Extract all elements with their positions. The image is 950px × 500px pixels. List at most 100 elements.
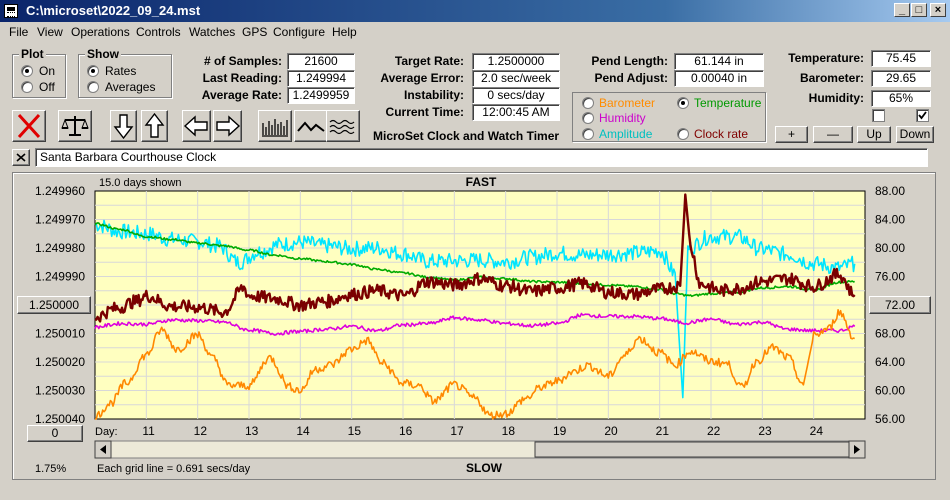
- left-tick-label: 1.249980: [35, 241, 85, 255]
- series-temperature-label: Temperature: [694, 96, 762, 110]
- series-temperature-radio[interactable]: [677, 97, 689, 109]
- scale-up-button[interactable]: Up: [857, 126, 891, 143]
- window-title: C:\microset\2022_09_24.mst: [26, 3, 201, 18]
- arrow-left-button[interactable]: [182, 110, 211, 142]
- average-rate-label: Average Rate:: [201, 88, 282, 102]
- target-rate-value: 1.2500000: [472, 53, 560, 70]
- arrow-up-button[interactable]: [141, 110, 168, 142]
- arrow-right-button[interactable]: [213, 110, 242, 142]
- plot-off-label: Off: [39, 80, 55, 94]
- chart-panel: 1.249960 1.249970 1.249980 1.249990 1.250010…: [12, 172, 936, 480]
- close-window-button[interactable]: ×: [930, 3, 946, 17]
- scale-plus-button[interactable]: +: [775, 126, 808, 143]
- minimize-button[interactable]: _: [894, 3, 910, 17]
- pend-length-label: Pend Length:: [591, 54, 668, 68]
- series-humidity-radio[interactable]: [582, 112, 594, 124]
- average-error-label: Average Error:: [380, 71, 464, 85]
- arrow-down-icon: [113, 114, 134, 140]
- x-tick-label: 15: [348, 424, 362, 438]
- close-watch-button[interactable]: [12, 149, 30, 166]
- menu-controls[interactable]: Controls: [136, 25, 181, 39]
- arrow-left-icon: [183, 115, 208, 137]
- rate-chart: 1.249960 1.249970 1.249980 1.249990 1.250010…: [35, 175, 905, 475]
- current-time-label: Current Time:: [385, 105, 464, 119]
- plot-on-label: On: [39, 64, 56, 78]
- arrow-down-button[interactable]: [110, 110, 137, 142]
- left-tick-label: 1.249970: [35, 213, 85, 227]
- menu-view[interactable]: View: [37, 25, 63, 39]
- close-icon: [16, 153, 26, 162]
- waves-icon: [329, 119, 355, 135]
- scale-minus-button[interactable]: —: [813, 126, 853, 143]
- series-clockrate-radio[interactable]: [677, 128, 689, 140]
- left-reset-button[interactable]: 1.250000: [17, 296, 91, 314]
- days-shown-label: 15.0 days shown: [99, 177, 182, 189]
- right-tick-label: 64.00: [875, 355, 905, 369]
- series-amplitude-radio[interactable]: [582, 128, 594, 140]
- show-group-title: Show: [85, 47, 121, 61]
- series-line-4: [95, 309, 855, 420]
- watch-name-field[interactable]: Santa Barbara Courthouse Clock: [35, 148, 928, 167]
- zero-button[interactable]: 0: [27, 425, 83, 442]
- scale-down-button[interactable]: Down: [896, 126, 934, 143]
- menu-operations[interactable]: Operations: [71, 25, 130, 39]
- scroll-thumb[interactable]: [534, 441, 850, 458]
- average-error-value: 2.0 sec/week: [472, 70, 560, 87]
- maximize-button[interactable]: □: [911, 3, 927, 17]
- menu-configure[interactable]: Configure: [273, 25, 326, 39]
- left-tick-label: 1.250030: [35, 384, 85, 398]
- right-tick-label: 56.00: [875, 412, 905, 426]
- right-tick-label: 84.00: [875, 213, 905, 227]
- series-barometer-radio[interactable]: [582, 97, 594, 109]
- x-tick-label: 13: [245, 424, 259, 438]
- series-line-2: [94, 193, 856, 323]
- right-tick-label: 68.00: [875, 327, 905, 341]
- barometer-value: 29.65: [871, 70, 931, 87]
- right-reset-button[interactable]: 72.00: [869, 296, 931, 314]
- menu-help[interactable]: Help: [332, 25, 357, 39]
- show-averages-radio[interactable]: [87, 81, 99, 93]
- x-tick-label: 14: [296, 424, 310, 438]
- temperature-value: 75.45: [871, 50, 931, 67]
- menu-gps[interactable]: GPS: [242, 25, 268, 39]
- series-select-box: Barometer Temperature Humidity Amplitude…: [572, 92, 766, 142]
- last-reading-label: Last Reading:: [202, 71, 282, 85]
- target-rate-label: Target Rate:: [394, 54, 464, 68]
- clear-button[interactable]: [12, 110, 46, 142]
- plot-group: Plot On Off: [12, 47, 66, 98]
- menu-watches[interactable]: Watches: [189, 25, 236, 39]
- line-view-button[interactable]: [294, 110, 328, 142]
- samples-value: 21600: [287, 53, 355, 70]
- scroll-right-icon: [854, 445, 860, 454]
- checkbox-left[interactable]: [872, 109, 885, 122]
- average-rate-value: 1.2499959: [287, 87, 355, 104]
- app-icon: [4, 4, 18, 18]
- show-averages-label: Averages: [105, 80, 156, 94]
- slow-label: SLOW: [466, 461, 503, 475]
- right-tick-label: 80.00: [875, 241, 905, 255]
- red-x-icon: [17, 113, 41, 139]
- right-tick-label: 88.00: [875, 184, 905, 198]
- series-barometer-label: Barometer: [599, 96, 656, 110]
- x-tick-label: 17: [450, 424, 464, 438]
- show-rates-radio[interactable]: [87, 65, 99, 77]
- instability-label: Instability:: [403, 88, 464, 102]
- balance-button[interactable]: [58, 110, 92, 142]
- pend-adjust-label: Pend Adjust:: [594, 71, 668, 85]
- show-rates-label: Rates: [105, 64, 137, 78]
- series-line-3: [94, 312, 856, 336]
- menu-file[interactable]: File: [9, 25, 29, 39]
- left-tick-label: 1.250020: [35, 355, 85, 369]
- plot-on-radio[interactable]: [21, 65, 33, 77]
- plot-off-radio[interactable]: [21, 81, 33, 93]
- checkbox-right[interactable]: [916, 109, 929, 122]
- humidity-value: 65%: [871, 90, 931, 107]
- left-tick-label: 1.249960: [35, 184, 85, 198]
- title-bar: C:\microset\2022_09_24.mst _ □ ×: [0, 0, 950, 22]
- x-axis-label: Day:: [95, 426, 118, 438]
- x-tick-label: 24: [810, 424, 824, 438]
- temperature-label: Temperature:: [788, 51, 864, 65]
- wave-view-button[interactable]: [326, 110, 360, 142]
- series-clockrate-label: Clock rate: [694, 127, 749, 141]
- bar-view-button[interactable]: [258, 110, 292, 142]
